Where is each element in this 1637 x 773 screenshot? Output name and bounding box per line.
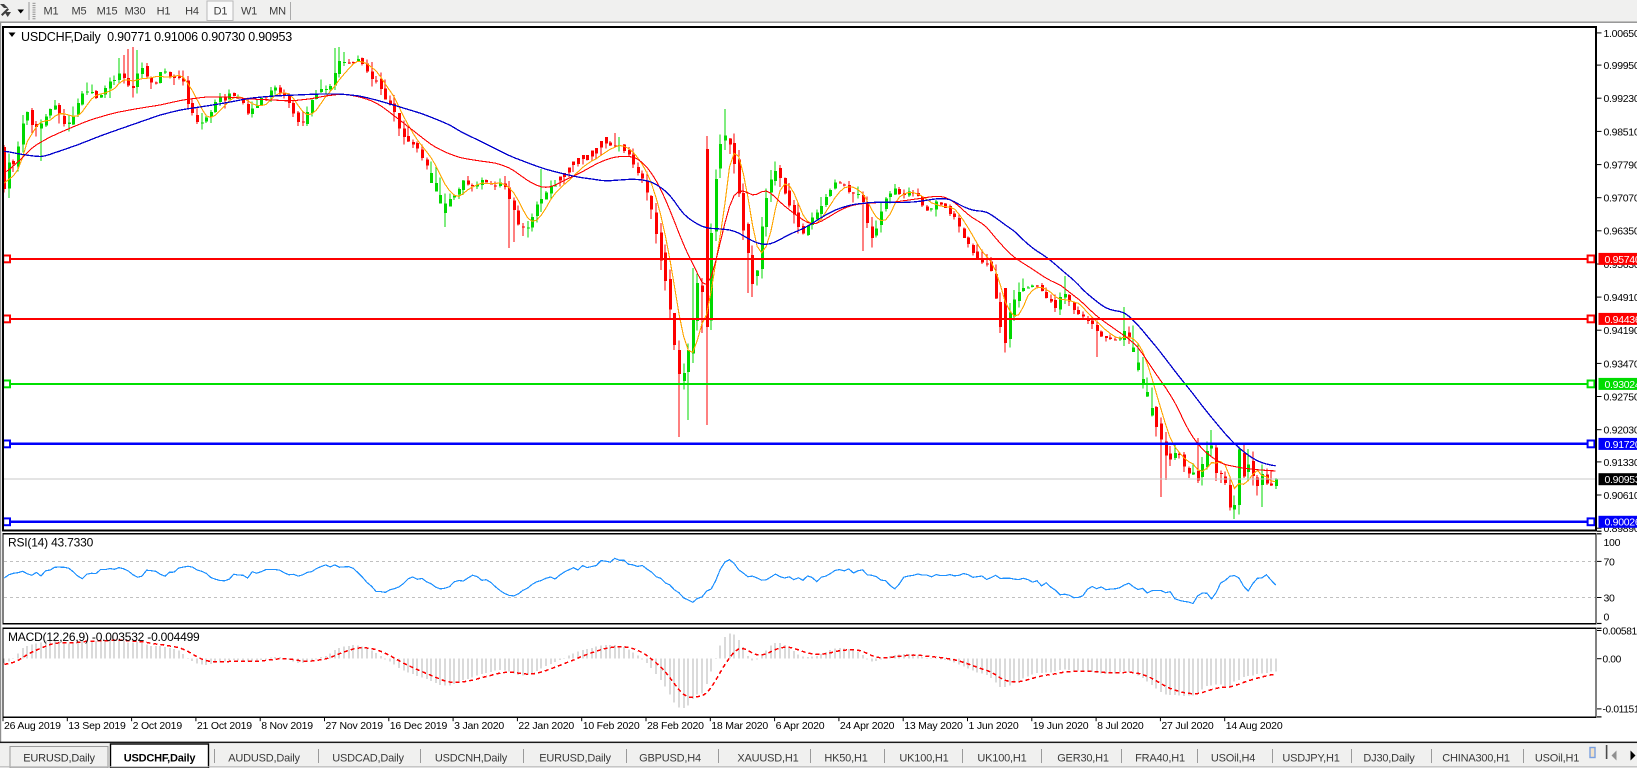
svg-text:XAUUSD,H1: XAUUSD,H1 xyxy=(737,753,798,765)
svg-text:M5: M5 xyxy=(72,6,87,18)
svg-text:19 Jun 2020: 19 Jun 2020 xyxy=(1033,720,1089,732)
svg-text:0.91330: 0.91330 xyxy=(1604,457,1637,469)
svg-text:HK50,H1: HK50,H1 xyxy=(824,753,867,765)
svg-text:0.94436: 0.94436 xyxy=(1605,314,1637,326)
svg-text:USDCAD,Daily: USDCAD,Daily xyxy=(332,753,404,765)
svg-text:0.99230: 0.99230 xyxy=(1604,93,1637,105)
svg-text:MACD(12,26,9) -0.003532 -0.004: MACD(12,26,9) -0.003532 -0.004499 xyxy=(8,630,200,644)
svg-text:USDCHF,Daily: USDCHF,Daily xyxy=(124,753,197,765)
svg-text:RSI(14) 43.7330: RSI(14) 43.7330 xyxy=(8,536,94,550)
svg-text:0.91720: 0.91720 xyxy=(1605,439,1637,451)
svg-text:0.93470: 0.93470 xyxy=(1604,358,1637,370)
svg-text:-0.01151: -0.01151 xyxy=(1603,705,1637,716)
svg-text:0.005818: 0.005818 xyxy=(1603,626,1637,637)
svg-text:0.98510: 0.98510 xyxy=(1604,126,1637,138)
svg-text:27 Jul 2020: 27 Jul 2020 xyxy=(1161,720,1213,732)
svg-text:MN: MN xyxy=(269,6,286,18)
svg-text:28 Feb 2020: 28 Feb 2020 xyxy=(647,720,704,732)
svg-text:0.92030: 0.92030 xyxy=(1604,425,1637,437)
svg-text:D1: D1 xyxy=(214,6,228,18)
svg-text:1 Jun 2020: 1 Jun 2020 xyxy=(969,720,1019,732)
svg-text:22 Jan 2020: 22 Jan 2020 xyxy=(518,720,574,732)
svg-text:0.93024: 0.93024 xyxy=(1605,379,1637,391)
svg-text:100: 100 xyxy=(1604,537,1621,549)
svg-text:0.97070: 0.97070 xyxy=(1604,193,1637,205)
svg-text:0.90610: 0.90610 xyxy=(1604,490,1637,502)
svg-text:14 Aug 2020: 14 Aug 2020 xyxy=(1226,720,1283,732)
svg-text:3 Jan 2020: 3 Jan 2020 xyxy=(454,720,504,732)
svg-text:M30: M30 xyxy=(125,6,146,18)
svg-text:30: 30 xyxy=(1604,592,1616,604)
svg-text:0.90953: 0.90953 xyxy=(1605,474,1637,486)
svg-text:0.99950: 0.99950 xyxy=(1604,60,1637,72)
svg-text:10 Feb 2020: 10 Feb 2020 xyxy=(583,720,640,732)
svg-text:27 Nov 2019: 27 Nov 2019 xyxy=(326,720,384,732)
svg-text:0.94190: 0.94190 xyxy=(1604,325,1637,337)
svg-text:2 Oct 2019: 2 Oct 2019 xyxy=(133,720,183,732)
svg-text:13 May 2020: 13 May 2020 xyxy=(904,720,963,732)
svg-text:AUDUSD,Daily: AUDUSD,Daily xyxy=(228,753,300,765)
svg-text:DJ30,Daily: DJ30,Daily xyxy=(1363,753,1415,765)
svg-text:EURUSD,Daily: EURUSD,Daily xyxy=(23,753,95,765)
svg-text:0.90026: 0.90026 xyxy=(1605,517,1637,529)
svg-text:M1: M1 xyxy=(44,6,59,18)
svg-text:USDJPY,H1: USDJPY,H1 xyxy=(1282,753,1339,765)
svg-text:UK100,H1: UK100,H1 xyxy=(899,753,948,765)
svg-text:USOil,H1: USOil,H1 xyxy=(1535,753,1579,765)
svg-text:13 Sep 2019: 13 Sep 2019 xyxy=(68,720,126,732)
svg-text:0.97790: 0.97790 xyxy=(1604,160,1637,172)
svg-text:0.92750: 0.92750 xyxy=(1604,391,1637,403)
svg-text:GER30,H1: GER30,H1 xyxy=(1057,753,1109,765)
svg-text:0.96350: 0.96350 xyxy=(1604,226,1637,238)
svg-text:0.95740: 0.95740 xyxy=(1605,254,1637,266)
svg-text:H4: H4 xyxy=(185,6,199,18)
svg-text:EURUSD,Daily: EURUSD,Daily xyxy=(539,753,611,765)
svg-text:GBPUSD,H4: GBPUSD,H4 xyxy=(639,753,701,765)
svg-text:USDCNH,Daily: USDCNH,Daily xyxy=(435,753,508,765)
svg-text:16 Dec 2019: 16 Dec 2019 xyxy=(390,720,448,732)
svg-text:18 Mar 2020: 18 Mar 2020 xyxy=(711,720,768,732)
svg-text:UK100,H1: UK100,H1 xyxy=(977,753,1026,765)
svg-text:26 Aug 2019: 26 Aug 2019 xyxy=(4,720,61,732)
svg-text:8 Nov 2019: 8 Nov 2019 xyxy=(261,720,313,732)
svg-text:H1: H1 xyxy=(157,6,171,18)
svg-text:USDCHF,Daily 0.90771 0.91006: USDCHF,Daily 0.90771 0.91006 0.90730 0.9… xyxy=(21,30,292,44)
svg-text:FRA40,H1: FRA40,H1 xyxy=(1135,753,1185,765)
svg-text:M15: M15 xyxy=(97,6,118,18)
svg-text:21 Oct 2019: 21 Oct 2019 xyxy=(197,720,252,732)
svg-text:70: 70 xyxy=(1604,556,1616,568)
svg-text:0: 0 xyxy=(1604,611,1610,623)
svg-text:6 Apr 2020: 6 Apr 2020 xyxy=(776,720,825,732)
svg-text:24 Apr 2020: 24 Apr 2020 xyxy=(840,720,895,732)
svg-text:CHINA300,H1: CHINA300,H1 xyxy=(1442,753,1510,765)
svg-text:8 Jul 2020: 8 Jul 2020 xyxy=(1097,720,1144,732)
svg-text:1.00650: 1.00650 xyxy=(1604,28,1637,40)
svg-text:0.94910: 0.94910 xyxy=(1604,292,1637,304)
svg-text:0.00: 0.00 xyxy=(1603,655,1622,666)
svg-text:W1: W1 xyxy=(241,6,257,18)
svg-text:USOil,H4: USOil,H4 xyxy=(1211,753,1255,765)
